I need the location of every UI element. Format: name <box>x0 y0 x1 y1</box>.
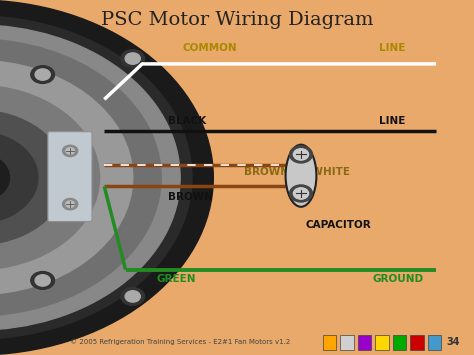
FancyBboxPatch shape <box>410 335 424 350</box>
Text: GROUND: GROUND <box>372 274 423 284</box>
Circle shape <box>31 66 55 83</box>
Text: CAPACITOR: CAPACITOR <box>306 220 372 230</box>
FancyBboxPatch shape <box>428 335 441 350</box>
Circle shape <box>125 291 140 302</box>
Circle shape <box>35 69 50 80</box>
Circle shape <box>121 50 145 67</box>
Circle shape <box>0 110 66 245</box>
Circle shape <box>0 131 38 224</box>
Circle shape <box>0 85 100 270</box>
Circle shape <box>293 149 309 160</box>
Text: LINE: LINE <box>379 43 406 53</box>
Ellipse shape <box>285 145 316 207</box>
Circle shape <box>0 153 9 202</box>
Text: BLACK: BLACK <box>168 116 207 126</box>
Text: LINE: LINE <box>379 116 406 126</box>
Text: GREEN: GREEN <box>156 274 196 284</box>
Circle shape <box>35 275 50 286</box>
Circle shape <box>31 272 55 289</box>
Circle shape <box>66 148 74 154</box>
FancyBboxPatch shape <box>393 335 406 350</box>
Text: BROWN W/ WHITE: BROWN W/ WHITE <box>244 167 350 177</box>
Text: COMMON: COMMON <box>182 43 237 53</box>
Circle shape <box>0 16 192 339</box>
Circle shape <box>0 60 133 295</box>
Circle shape <box>63 198 78 210</box>
FancyBboxPatch shape <box>323 335 336 350</box>
Circle shape <box>0 39 161 316</box>
Circle shape <box>290 146 312 163</box>
Circle shape <box>290 185 312 202</box>
FancyBboxPatch shape <box>375 335 389 350</box>
Circle shape <box>293 188 309 199</box>
Circle shape <box>0 25 180 330</box>
Text: BROWN: BROWN <box>168 192 213 202</box>
FancyBboxPatch shape <box>340 335 354 350</box>
Circle shape <box>125 53 140 64</box>
Circle shape <box>121 288 145 305</box>
Circle shape <box>66 201 74 207</box>
Text: © 2005 Refrigeration Training Services - E2#1 Fan Motors v1.2: © 2005 Refrigeration Training Services -… <box>70 338 290 345</box>
Circle shape <box>63 145 78 157</box>
FancyBboxPatch shape <box>358 335 371 350</box>
Text: PSC Motor Wiring Diagram: PSC Motor Wiring Diagram <box>101 11 373 28</box>
Circle shape <box>0 0 213 355</box>
FancyBboxPatch shape <box>48 132 92 222</box>
Text: 34: 34 <box>447 337 460 346</box>
